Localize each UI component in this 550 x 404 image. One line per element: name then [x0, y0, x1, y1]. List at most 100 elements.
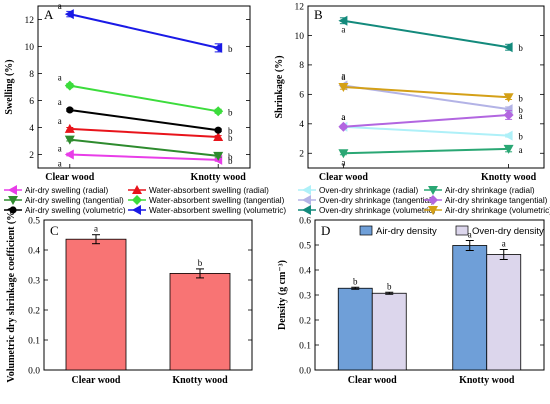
panel-letter: D [321, 223, 330, 238]
y-tick-label: 0.3 [299, 291, 311, 301]
data-point [503, 42, 513, 53]
legend-item: Water-absorbent swelling (volumetric) [128, 205, 286, 215]
x-tick-label: Knotty wood [481, 172, 537, 183]
x-tick-label: Knotty wood [172, 375, 228, 386]
panel-letter: C [50, 223, 59, 238]
significance-label: b [228, 107, 233, 117]
significance-label: a [58, 73, 62, 83]
legend-item: Oven-dry shrinkage (tangential) [298, 195, 434, 205]
series-3: ab [58, 73, 233, 118]
series-line [69, 13, 219, 49]
data-point [213, 151, 224, 161]
y-tick-label: 0.4 [299, 266, 311, 276]
data-point [338, 83, 349, 92]
series-line [343, 113, 509, 128]
data-point [213, 106, 224, 117]
x-tick-label: Clear wood [72, 375, 121, 386]
legend-marker [302, 185, 311, 195]
y-tick-label: 0.0 [299, 366, 311, 376]
legend-marker [132, 205, 141, 215]
series-line [343, 86, 509, 99]
data-point [503, 130, 513, 141]
y-tick-label: 0.0 [28, 366, 40, 376]
data-point [338, 121, 349, 132]
significance-label: a [519, 145, 523, 155]
x-tick-label: Clear wood [348, 375, 397, 386]
data-point [214, 126, 222, 134]
series-5: ab [338, 72, 523, 103]
significance-label: b [228, 156, 233, 166]
legend-label: Oven-dry shrinkage (tangential) [319, 196, 434, 205]
significance-label: a [341, 157, 345, 167]
legend-label: Oven-dry shrinkage (volumetric) [319, 206, 436, 215]
panel-letter: B [314, 7, 323, 22]
significance-label: a [58, 97, 62, 107]
legend-label: Air-dry shrinkage (volumetric) [445, 206, 550, 215]
bar [337, 287, 373, 371]
y-tick-label: 0.3 [28, 276, 40, 286]
significance-label: b [387, 281, 392, 291]
bar [452, 245, 488, 371]
legend-label: Oven-dry density [472, 226, 544, 237]
legend-item: Oven-dry shrinkage (volumetric) [298, 205, 436, 215]
significance-label: a [519, 111, 523, 121]
y-tick-label: 0.2 [28, 306, 40, 316]
legend-d: Air-dry density Oven-dry density [359, 225, 544, 237]
x-tick-label: Knotty wood [459, 375, 515, 386]
legend-marker [428, 206, 438, 215]
series-4: ab [338, 15, 523, 53]
legend-label: Air-dry swelling (radial) [25, 186, 109, 195]
panel-c: 0.0 0.1 0.2 0.3 0.4 0.5 Clear wood Knotty wood C… [6, 207, 253, 386]
legend-item: Air-dry swelling (tangential) [4, 196, 124, 205]
legend-item: Water-absorbent swelling (radial) [128, 185, 269, 195]
y-tick-label: 0.1 [299, 341, 311, 351]
x-tick-label: Clear wood [45, 172, 94, 183]
legend-item: Air-dry swelling (volumetric) [4, 206, 126, 215]
significance-label: a [468, 230, 472, 240]
legend-item: Air-dry shrinkage tangential) [424, 195, 548, 205]
significance-label: b [518, 132, 523, 142]
legend-b: Oven-dry shrinkage (radial) Air-dry shrin… [298, 185, 550, 215]
y-tick-label: 0.4 [28, 246, 40, 256]
plot-frame [37, 5, 251, 169]
panel-a: 2 4 6 8 10 12 Clear wood Knotty wood A Swelling (… [4, 1, 251, 183]
significance-label: b [228, 133, 233, 143]
data-point [64, 9, 74, 20]
data-point [66, 106, 74, 114]
significance-label: a [502, 239, 506, 249]
legend-marker [132, 195, 142, 205]
significance-label: a [341, 72, 345, 82]
legend-marker [302, 205, 311, 215]
legend-label: Oven-dry shrinkage (radial) [319, 186, 418, 195]
y-tick-label: 6 [299, 91, 304, 101]
data-point [213, 42, 223, 53]
significance-label: a [58, 144, 62, 154]
significance-label: b [518, 43, 523, 53]
plot-frame [43, 219, 253, 371]
legend-label: Water-absorbent swelling (tangential) [149, 196, 285, 205]
x-tick-label: Clear wood [319, 172, 368, 183]
y-tick-label: 0.2 [299, 316, 311, 326]
series-5: ab [58, 1, 233, 54]
plot-frame [307, 5, 545, 169]
data-point [503, 93, 514, 103]
significance-label: a [341, 71, 345, 81]
legend-swatch [455, 225, 469, 236]
significance-label: b [353, 276, 358, 286]
x-tick-label: Knotty wood [191, 172, 247, 183]
significance-label: a [341, 112, 345, 122]
series-1: ab [58, 116, 233, 143]
panel-b: 2 4 6 8 10 12 Clear wood Knotty wood B Shrinkage … [274, 2, 545, 183]
legend-item: Air-dry shrinkage (volumetric) [424, 206, 550, 215]
y-tick-label: 2 [299, 150, 304, 160]
bar [486, 254, 522, 371]
bar [371, 292, 407, 371]
data-point [338, 149, 349, 159]
legend-marker [8, 196, 18, 205]
legend-label: Water-absorbent swelling (radial) [149, 186, 269, 195]
y-tick-label: 0.5 [28, 216, 40, 226]
series-2: ab [58, 135, 233, 162]
